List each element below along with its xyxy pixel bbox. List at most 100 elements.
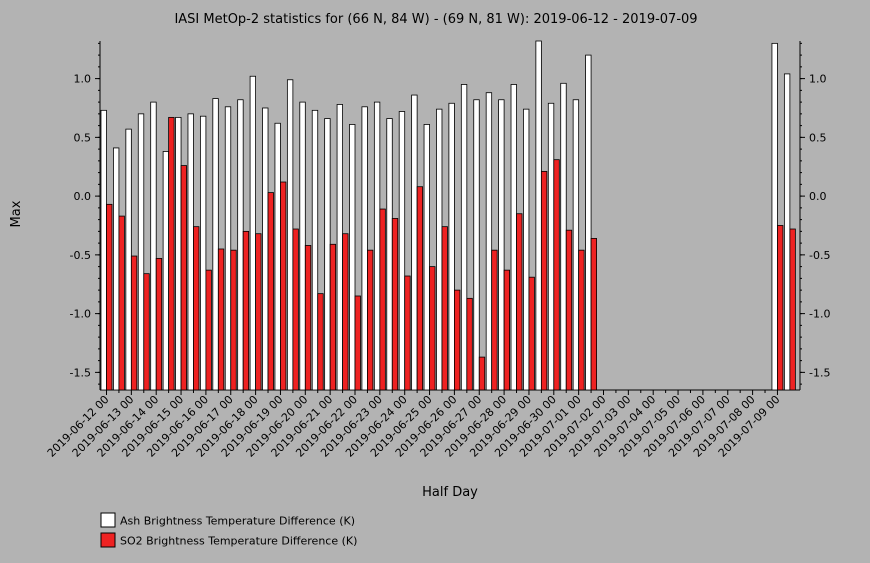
y-tick-label-left: -0.5 <box>70 249 91 262</box>
ash-bar <box>125 128 132 391</box>
so2-bar <box>317 293 324 391</box>
so2-bar <box>255 233 262 391</box>
so2-bar <box>565 229 573 391</box>
ash-bar <box>262 107 269 391</box>
so2-bar <box>466 297 473 391</box>
ash-bar <box>498 99 505 391</box>
ash-bar <box>237 99 244 391</box>
so2-bar <box>292 228 299 391</box>
so2-bar <box>193 226 200 391</box>
so2-bar <box>217 248 225 391</box>
ash-bar <box>113 147 120 391</box>
so2-bar <box>578 249 585 391</box>
chart-title: IASI MetOp-2 statistics for (66 N, 84 W)… <box>174 12 697 27</box>
legend-swatch-ash <box>100 512 116 528</box>
ash-bar <box>523 108 530 391</box>
legend-label-ash: Ash Brightness Temperature Difference (K… <box>120 515 355 528</box>
so2-bar <box>528 276 535 391</box>
y-tick-label-right: 0.0 <box>809 190 827 203</box>
so2-bar <box>342 233 349 391</box>
so2-bar <box>367 249 374 391</box>
so2-bar <box>329 243 337 391</box>
so2-bar <box>478 356 486 391</box>
so2-bar <box>503 269 511 391</box>
y-tick-label-right: -1.5 <box>809 366 830 379</box>
ash-bar <box>212 98 219 391</box>
ash-bar <box>199 115 207 391</box>
so2-bar <box>130 255 138 391</box>
ash-bar <box>510 84 517 391</box>
ash-bar <box>485 92 493 391</box>
ash-bar <box>324 118 331 391</box>
ash-bar <box>572 99 580 391</box>
so2-bar <box>379 208 386 391</box>
ash-bar <box>771 42 778 391</box>
ash-bar <box>473 99 480 391</box>
ash-bar <box>187 113 194 391</box>
y-tick-label-left: -1.0 <box>70 308 91 321</box>
so2-bar <box>429 266 436 391</box>
y-tick-label-left: -1.5 <box>70 366 91 379</box>
so2-bar <box>491 249 498 391</box>
so2-bar <box>180 165 187 391</box>
ash-bar <box>373 101 381 391</box>
so2-bar <box>391 218 399 391</box>
legend-label-so2: SO2 Brightness Temperature Difference (K… <box>120 535 357 548</box>
so2-bar <box>404 275 411 391</box>
so2-bar <box>516 213 523 391</box>
y-tick-label-right: 1.0 <box>809 73 827 86</box>
y-tick-label-left: 0.5 <box>74 131 92 144</box>
ash-bar <box>398 111 406 391</box>
y-tick-label-right: -1.0 <box>809 308 830 321</box>
ash-bar <box>585 54 592 391</box>
so2-bar <box>453 289 461 391</box>
so2-bar <box>416 186 424 391</box>
so2-bar <box>106 203 113 391</box>
y-tick-label-right: 0.5 <box>809 131 827 144</box>
so2-bar <box>590 238 597 391</box>
ash-bar <box>175 116 182 391</box>
ash-bar <box>535 40 542 391</box>
ash-bar <box>386 118 393 391</box>
so2-bar <box>242 230 250 391</box>
so2-bar <box>304 245 312 391</box>
ash-bar <box>361 106 368 391</box>
so2-bar <box>777 225 784 391</box>
ash-bar <box>411 94 418 391</box>
so2-bar <box>168 116 175 391</box>
ash-bar <box>137 113 145 391</box>
ash-bar <box>423 124 430 391</box>
so2-bar <box>280 181 287 391</box>
y-tick-label-right: -0.5 <box>809 249 830 262</box>
ash-bar <box>311 109 319 391</box>
ash-bar <box>274 122 281 391</box>
so2-bar <box>143 273 150 391</box>
ash-bar <box>162 151 170 391</box>
ash-bar <box>224 106 232 391</box>
so2-bar <box>789 228 796 391</box>
so2-bar <box>267 192 274 391</box>
ash-bar <box>100 109 107 391</box>
y-tick-label-left: 1.0 <box>74 73 92 86</box>
ash-bar <box>150 101 157 391</box>
ash-bar <box>448 102 455 391</box>
ash-bar <box>299 101 306 391</box>
so2-bar <box>540 171 548 391</box>
plot-area: 1.0 1.0 0.5 0.5 0.0 0.0 -0.5 -0.5 -1.0 -1.0 -1.5 -1… <box>45 40 830 460</box>
legend: Ash Brightness Temperature Difference (K… <box>100 512 357 548</box>
ash-bar <box>286 79 294 391</box>
so2-bar <box>205 269 212 391</box>
ash-bar <box>336 104 343 391</box>
ash-bar <box>783 73 791 391</box>
y-axis-label: Max <box>9 200 24 227</box>
so2-bar <box>354 295 361 391</box>
ash-bar <box>249 75 257 391</box>
legend-swatch-so2 <box>100 532 116 548</box>
ash-bar <box>560 82 567 391</box>
ash-bar <box>436 108 443 391</box>
ash-bar <box>349 124 356 391</box>
ash-bar <box>460 84 468 391</box>
y-tick-label-left: 0.0 <box>74 190 92 203</box>
so2-bar <box>553 159 560 391</box>
